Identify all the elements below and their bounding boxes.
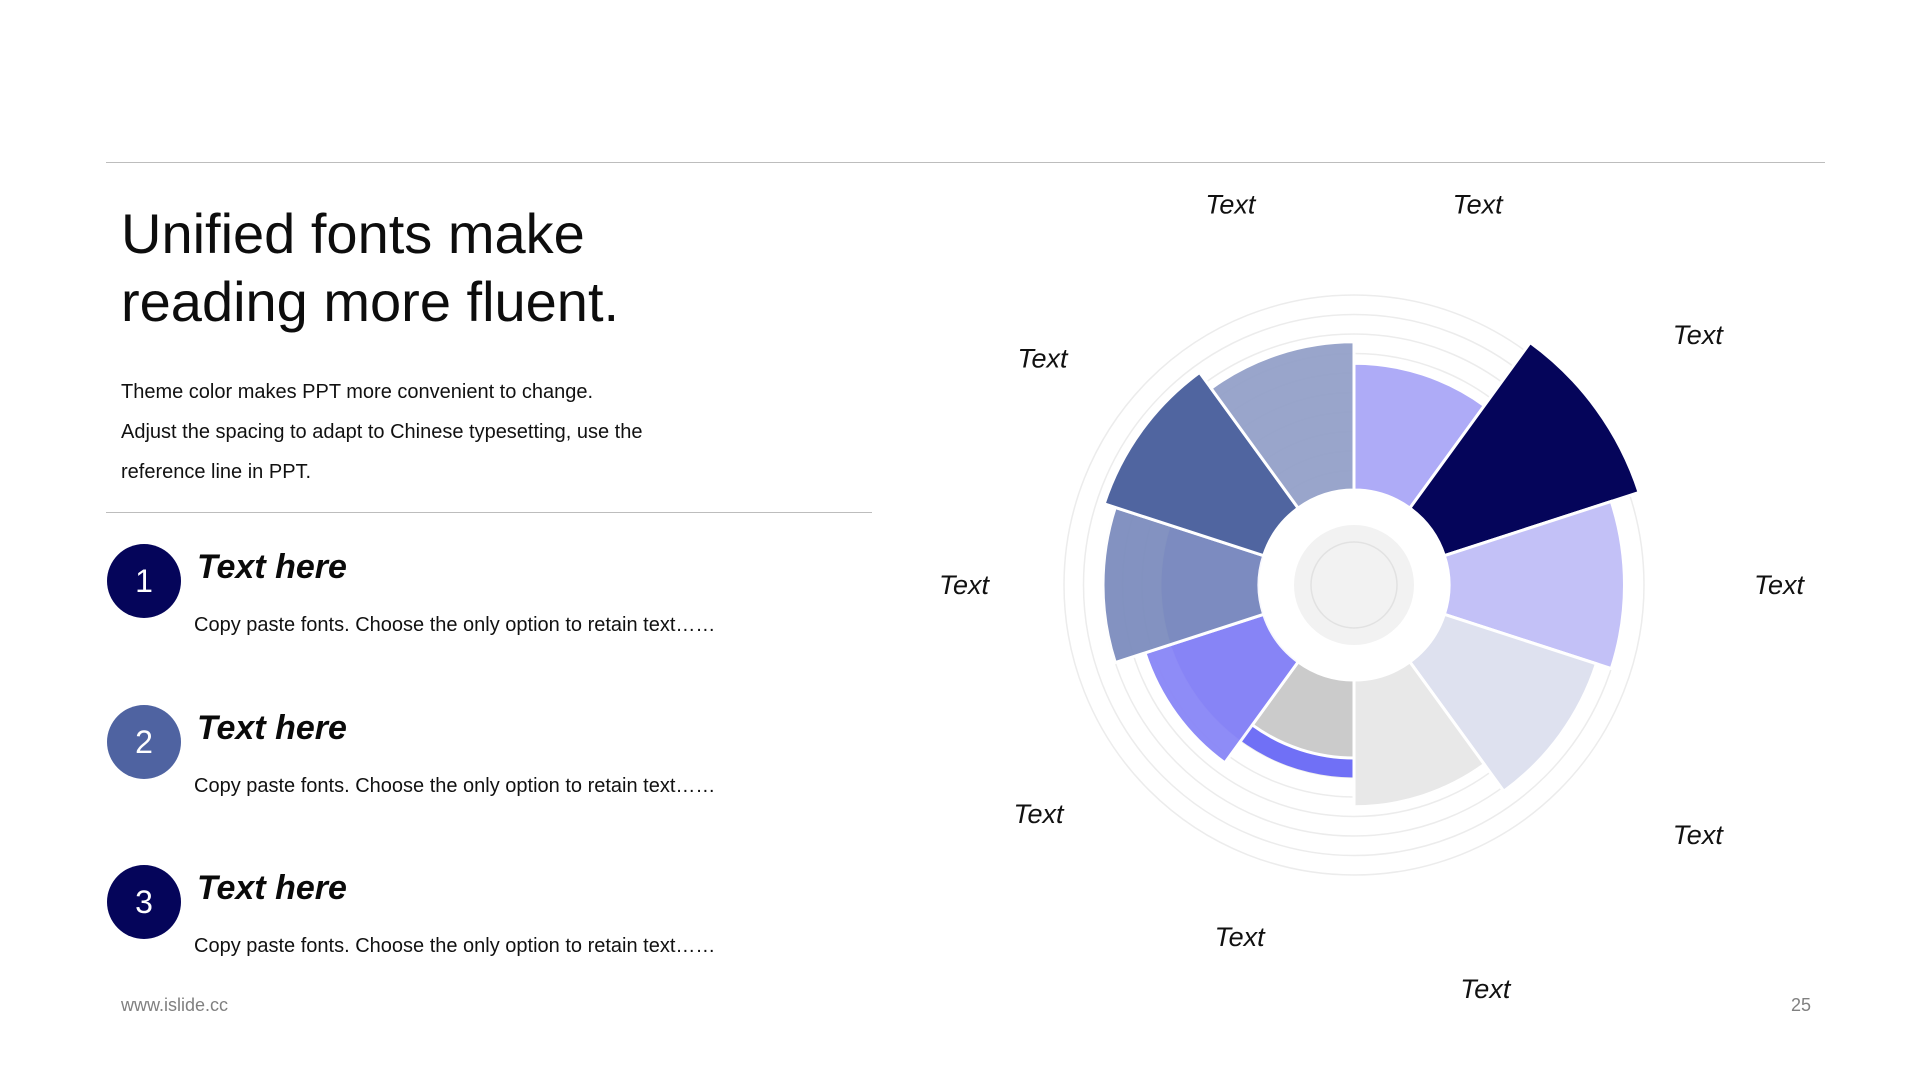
- number-badge-1: 1: [107, 544, 181, 618]
- category-label-10: Text: [1205, 190, 1257, 220]
- number-badge-2: 2: [107, 705, 181, 779]
- subtitle-line-2: Adjust the spacing to adapt to Chinese t…: [121, 421, 643, 443]
- page-title: Unified fonts make reading more fluent.: [121, 200, 821, 336]
- wedge-9: [1102, 370, 1301, 558]
- category-label-2: Text: [1673, 320, 1725, 350]
- wedge-3: [1442, 499, 1626, 671]
- list-item-2: 2 Text here Copy paste fonts. Choose the…: [107, 705, 807, 815]
- category-label-5: Text: [1460, 974, 1512, 1004]
- wedge-2: [1407, 340, 1641, 558]
- top-divider: [106, 162, 1825, 163]
- grid-circle: [1063, 294, 1645, 876]
- category-label-6: Text: [1215, 922, 1267, 952]
- item-desc-3: Copy paste fonts. Choose the only option…: [194, 935, 716, 957]
- category-label-1: Text: [1453, 190, 1505, 220]
- category-label-7: Text: [1013, 799, 1065, 829]
- wedge-5: [1352, 659, 1487, 809]
- footer-url: www.islide.cc: [121, 995, 229, 1015]
- item-desc-1: Copy paste fonts. Choose the only option…: [194, 614, 716, 636]
- subtitle-paragraph: Theme color makes PPT more convenient to…: [121, 372, 761, 492]
- number-badge-3: 3: [107, 865, 181, 939]
- item-title-3: Text here: [197, 869, 347, 907]
- category-label-9: Text: [1018, 344, 1070, 374]
- title-line-2: reading more fluent.: [121, 270, 620, 333]
- item-title-2: Text here: [197, 709, 347, 747]
- page-number: 25: [1790, 995, 1811, 1015]
- wedge-10: [1208, 340, 1356, 511]
- item-desc-2: Copy paste fonts. Choose the only option…: [194, 775, 716, 797]
- category-label-8: Text: [939, 570, 991, 600]
- wedge-4: [1407, 612, 1599, 794]
- center-ring: [1310, 541, 1398, 629]
- list-item-1: 1 Text here Copy paste fonts. Choose the…: [107, 544, 807, 654]
- category-label-4: Text: [1673, 820, 1725, 850]
- title-line-1: Unified fonts make: [121, 202, 585, 265]
- center-disc: [1294, 525, 1414, 645]
- list-item-3: 3 Text here Copy paste fonts. Choose the…: [107, 865, 807, 975]
- section-divider: [106, 512, 872, 513]
- subtitle-line-3: reference line in PPT.: [121, 461, 312, 483]
- category-label-3: Text: [1754, 570, 1806, 600]
- subtitle-line-1: Theme color makes PPT more convenient to…: [121, 381, 594, 403]
- item-title-1: Text here: [197, 548, 347, 586]
